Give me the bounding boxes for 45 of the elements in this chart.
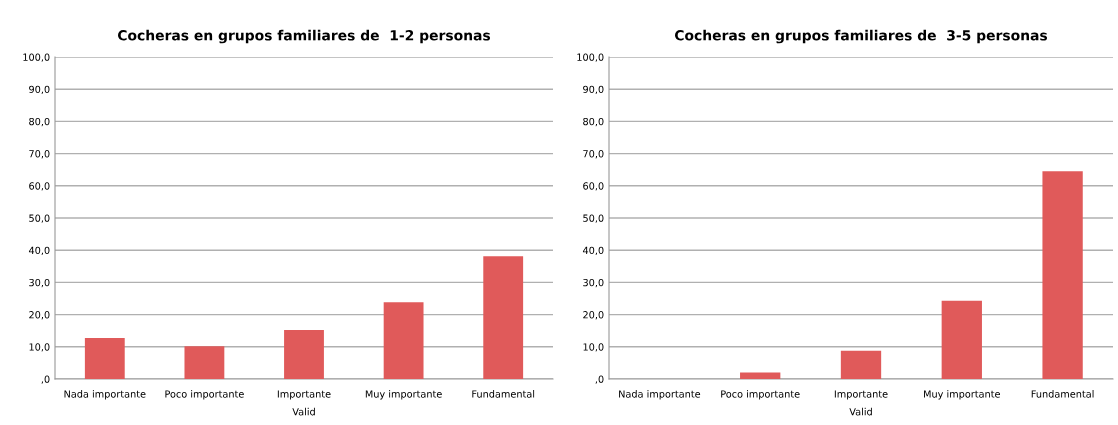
y-tick-label: 30,0 [583, 278, 604, 288]
x-tick-label: Muy importante [365, 390, 442, 400]
bar [941, 300, 982, 379]
x-tick-label: Muy importante [924, 390, 1000, 400]
bar [740, 372, 781, 379]
y-tick-label: 80,0 [29, 117, 50, 127]
bar [840, 350, 882, 379]
y-tick-label: 70,0 [583, 150, 604, 159]
bar [383, 302, 424, 379]
x-tick-label: Poco importante [721, 390, 800, 400]
bar [184, 346, 225, 379]
y-tick-label: 60,0 [583, 182, 604, 191]
x-axis-title: Valid [849, 407, 872, 416]
x-tick-label: Importante [277, 390, 331, 400]
y-tick-label: 20,0 [29, 311, 50, 320]
y-tick-label: 100,0 [23, 53, 50, 62]
bar [1042, 171, 1083, 379]
bar [84, 338, 125, 379]
y-tick-label: 100,0 [577, 53, 604, 62]
chart-title: Cocheras en grupos familiares de 1-2 personas [117, 29, 491, 44]
y-tick-label: 20,0 [583, 311, 604, 320]
y-tick-label: 90,0 [583, 85, 604, 95]
y-tick-label: 60,0 [29, 182, 50, 191]
x-tick-label: Importante [834, 390, 888, 400]
y-tick-label: 40,0 [582, 246, 604, 256]
y-tick-label: 40,0 [28, 246, 50, 256]
y-tick-label: ,0 [595, 375, 604, 384]
y-tick-label: 70,0 [29, 150, 50, 159]
chart-title: Cocheras en grupos familiares de 3-5 personas [674, 29, 1048, 44]
x-tick-label: Nada importante [64, 390, 146, 400]
x-tick-label: Poco importante [165, 390, 244, 400]
x-axis-title: Valid [292, 407, 315, 416]
y-tick-label: ,0 [41, 375, 50, 384]
y-tick-label: 80,0 [583, 117, 604, 127]
bar [483, 256, 524, 379]
y-tick-label: 50,0 [29, 214, 50, 223]
y-tick-label: 30,0 [29, 278, 50, 288]
x-tick-label: Fundamental [472, 390, 535, 398]
x-tick-label: Nada importante [619, 390, 701, 400]
x-tick-label: Fundamental [1031, 390, 1094, 398]
bar [284, 330, 324, 379]
y-tick-label: 90,0 [29, 85, 50, 95]
y-tick-label: 10,0 [29, 343, 50, 352]
y-tick-label: 10,0 [583, 343, 604, 352]
y-tick-label: 50,0 [583, 214, 604, 223]
